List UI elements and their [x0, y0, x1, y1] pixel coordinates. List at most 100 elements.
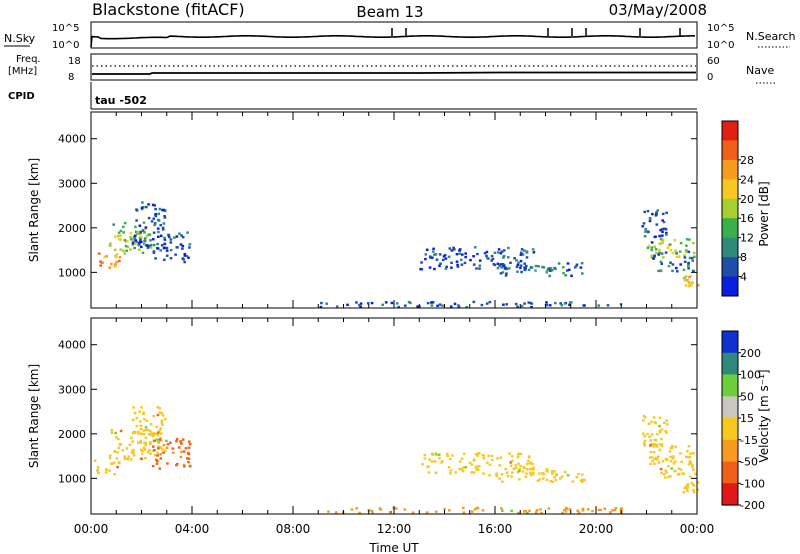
- scatter-cell: [151, 238, 155, 241]
- scatter-cell: [516, 305, 519, 308]
- scatter-cell: [685, 238, 689, 241]
- scatter-cell: [167, 235, 171, 239]
- scatter-cell: [474, 453, 478, 456]
- scatter-cell: [165, 446, 169, 449]
- scatter-cell: [93, 459, 97, 462]
- scatter-cell: [516, 456, 520, 459]
- scatter-cell: [519, 264, 523, 267]
- scatter-cell: [545, 467, 549, 471]
- scatter-cell: [431, 256, 434, 259]
- colorbar-tick-label: 16: [740, 212, 754, 225]
- scatter-cell: [654, 456, 658, 460]
- scatter-cell: [153, 204, 156, 207]
- scatter-cell: [682, 276, 686, 280]
- scatter-cell: [175, 246, 179, 249]
- scatter-cell: [435, 258, 439, 261]
- scatter-cell: [117, 437, 120, 441]
- scatter-cell: [523, 266, 526, 269]
- scatter-cell: [154, 207, 157, 211]
- scatter-cell: [468, 461, 472, 464]
- scatter-cell: [173, 236, 176, 239]
- scatter-cell: [549, 269, 552, 272]
- scatter-cell: [665, 231, 668, 235]
- scatter-cell: [141, 452, 144, 455]
- scatter-cell: [149, 441, 152, 444]
- scatter-cell: [681, 472, 684, 475]
- scatter-cell: [159, 446, 163, 449]
- scatter-cell: [545, 478, 549, 481]
- scatter-cell: [182, 463, 186, 467]
- scatter-cell: [139, 238, 142, 241]
- velocity-ylabel: Slant Range [km]: [27, 364, 41, 468]
- scatter-cell: [153, 449, 156, 452]
- scatter-cell: [156, 454, 159, 457]
- scatter-cell: [478, 465, 481, 468]
- scatter-cell: [658, 234, 661, 238]
- scatter-cell: [110, 431, 114, 434]
- scatter-cell: [661, 241, 664, 244]
- colorbar-segment: [722, 483, 738, 506]
- scatter-cell: [119, 248, 123, 251]
- scatter-cell: [692, 451, 695, 455]
- scatter-cell: [650, 254, 653, 257]
- scatter-cell: [553, 476, 556, 479]
- scatter-cell: [154, 432, 158, 435]
- scatter-cell: [144, 457, 147, 460]
- scatter-cell: [139, 441, 142, 445]
- scatter-cell: [478, 264, 482, 267]
- scatter-cell: [644, 230, 647, 233]
- scatter-cell: [581, 478, 584, 481]
- scatter-cell: [688, 238, 691, 241]
- scatter-cell: [531, 471, 535, 474]
- power-cells: [97, 201, 700, 309]
- scatter-cell: [493, 251, 497, 254]
- scatter-cell: [114, 431, 117, 435]
- scatter-cell: [424, 253, 428, 256]
- scatter-cell: [669, 261, 672, 264]
- scatter-cell: [597, 508, 601, 512]
- scatter-cell: [472, 471, 476, 474]
- scatter-cell: [179, 455, 183, 459]
- colorbar-segment: [722, 418, 738, 441]
- scatter-cell: [159, 223, 162, 227]
- scatter-cell: [674, 249, 677, 252]
- scatter-cell: [563, 470, 567, 474]
- power-colorbar: 4 8 12 16 20 24 28: [721, 120, 754, 297]
- scatter-cell: [118, 256, 122, 259]
- colorbar-tick-label: -100: [740, 477, 765, 490]
- scatter-cell: [188, 443, 192, 446]
- scatter-cell: [115, 253, 119, 256]
- scatter-cell: [683, 260, 687, 263]
- scatter-cell: [619, 507, 623, 511]
- scatter-cell: [169, 241, 173, 244]
- scatter-cell: [434, 253, 438, 256]
- scatter-cell: [480, 303, 484, 307]
- power-ylabel: Slant Range [km]: [27, 158, 41, 262]
- scatter-cell: [428, 458, 431, 461]
- scatter-cell: [687, 281, 691, 284]
- scatter-cell: [158, 411, 162, 414]
- x-axis-title: Time UT: [368, 541, 419, 554]
- scatter-cell: [131, 451, 135, 455]
- nsky-tick-bottom: 10^0: [52, 40, 79, 51]
- scatter-cell: [447, 466, 451, 469]
- scatter-cell: [642, 222, 646, 225]
- scatter-cell: [146, 451, 150, 454]
- scatter-cell: [519, 465, 522, 468]
- scatter-cell: [643, 435, 646, 438]
- scatter-cell: [147, 245, 151, 248]
- scatter-cell: [138, 420, 142, 423]
- scatter-cell: [470, 463, 474, 466]
- power-panel-bg: [91, 112, 697, 308]
- scatter-cell: [130, 436, 133, 439]
- scatter-cell: [656, 458, 659, 461]
- colorbar-segment: [722, 331, 738, 354]
- scatter-cell: [583, 304, 586, 307]
- scatter-cell: [671, 269, 674, 273]
- scatter-cell: [188, 464, 192, 468]
- scatter-cell: [109, 242, 112, 245]
- scatter-cell: [686, 487, 689, 490]
- scatter-cell: [644, 228, 648, 231]
- scatter-cell: [564, 510, 568, 513]
- scatter-cell: [366, 302, 370, 305]
